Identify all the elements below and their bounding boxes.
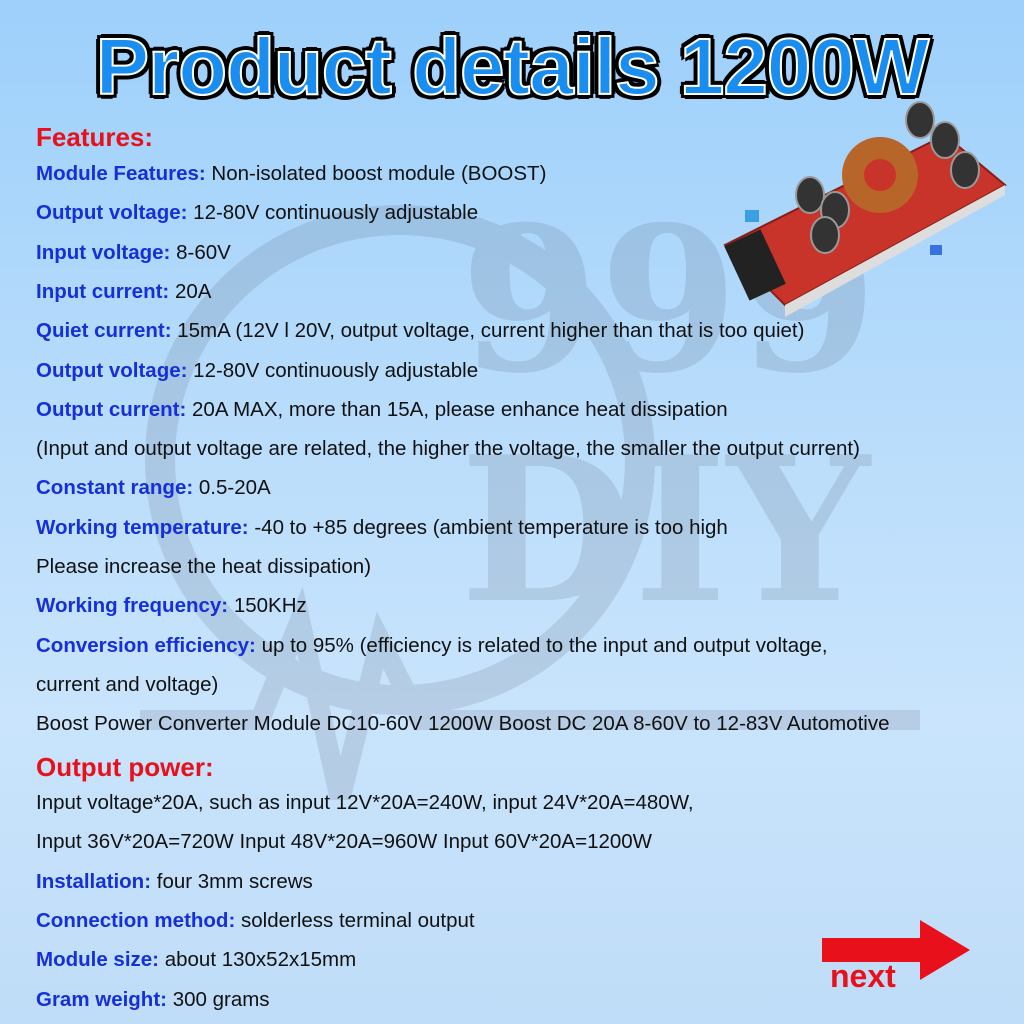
output-row: Gram weight: 300 grams bbox=[36, 988, 270, 1012]
row-label: Output current: bbox=[36, 397, 187, 421]
row-label: Output voltage: bbox=[36, 201, 188, 225]
features-row: Output voltage: 12-80V continuously adju… bbox=[36, 359, 478, 383]
features-row: Constant range: 0.5-20A bbox=[36, 476, 271, 500]
row-value: 0.5-20A bbox=[198, 476, 271, 500]
row-value: four 3mm screws bbox=[156, 869, 313, 893]
row-value: Boost Power Converter Module DC10-60V 12… bbox=[36, 712, 890, 736]
row-value: Non-isolated boost module (BOOST) bbox=[211, 162, 547, 185]
output-row: Input voltage*20A, such as input 12V*20A… bbox=[36, 791, 694, 815]
row-label: Input current: bbox=[36, 279, 170, 303]
next-arrow-icon[interactable] bbox=[820, 918, 972, 998]
row-value: Input 36V*20A=720W Input 48V*20A=960W In… bbox=[36, 830, 653, 854]
features-row: Output current: 20A MAX, more than 15A, … bbox=[36, 398, 728, 422]
features-heading: Features: bbox=[36, 122, 154, 152]
features-row: Boost Power Converter Module DC10-60V 12… bbox=[36, 712, 889, 736]
row-value: 20A MAX, more than 15A, please enhance h… bbox=[192, 397, 728, 421]
row-label: Working frequency: bbox=[36, 594, 229, 618]
output-row: Input 36V*20A=720W Input 48V*20A=960W In… bbox=[36, 830, 652, 854]
features-row: Working temperature: -40 to +85 degrees … bbox=[36, 516, 728, 540]
row-value: solderless terminal output bbox=[241, 908, 475, 932]
row-label: Module size: bbox=[36, 948, 160, 972]
next-button[interactable]: next bbox=[830, 958, 896, 994]
row-value: about 130x52x15mm bbox=[164, 948, 357, 972]
output-row: Installation: four 3mm screws bbox=[36, 870, 313, 894]
svg-text:DIY: DIY bbox=[460, 413, 872, 648]
row-value: 20A bbox=[174, 279, 212, 303]
row-label: Output voltage: bbox=[36, 358, 188, 382]
row-value: 12-80V continuously adjustable bbox=[193, 201, 479, 225]
row-label: Conversion efficiency: bbox=[36, 633, 256, 657]
row-value: current and voltage) bbox=[36, 672, 219, 696]
row-value: up to 95% (efficiency is related to the … bbox=[261, 633, 828, 657]
row-value: 8-60V bbox=[176, 240, 231, 264]
features-row: current and voltage) bbox=[36, 673, 218, 697]
features-row: Conversion efficiency: up to 95% (effici… bbox=[36, 634, 828, 658]
row-value: -40 to +85 degrees (ambient temperature … bbox=[254, 515, 728, 539]
product-image bbox=[723, 101, 1007, 317]
features-row: Module Features: Non-isolated boost modu… bbox=[36, 162, 546, 186]
features-row: Input current: 20A bbox=[36, 280, 211, 304]
row-value: Input voltage*20A, such as input 12V*20A… bbox=[36, 791, 694, 814]
features-row: Output voltage: 12-80V continuously adju… bbox=[36, 201, 478, 225]
row-value: 300 grams bbox=[172, 987, 270, 1011]
row-label: Connection method: bbox=[36, 908, 236, 932]
output-power-heading: Output power: bbox=[36, 752, 214, 782]
row-label: Input voltage: bbox=[36, 240, 171, 264]
row-value: 15mA (12V l 20V, output voltage, current… bbox=[177, 319, 805, 343]
features-row: Quiet current: 15mA (12V l 20V, output v… bbox=[36, 319, 804, 343]
row-value: 12-80V continuously adjustable bbox=[193, 358, 479, 382]
features-row: Please increase the heat dissipation) bbox=[36, 555, 371, 579]
row-value: (Input and output voltage are related, t… bbox=[36, 437, 860, 461]
output-row: Connection method: solderless terminal o… bbox=[36, 909, 475, 933]
row-label: Installation: bbox=[36, 869, 152, 893]
row-label: Constant range: bbox=[36, 476, 194, 500]
row-value: Please increase the heat dissipation) bbox=[36, 555, 372, 578]
row-value: 150KHz bbox=[233, 594, 307, 618]
features-row: Working frequency: 150KHz bbox=[36, 594, 307, 618]
row-label: Working temperature: bbox=[36, 515, 249, 539]
row-label: Quiet current: bbox=[36, 319, 172, 343]
output-row: Module size: about 130x52x15mm bbox=[36, 948, 356, 972]
features-row: (Input and output voltage are related, t… bbox=[36, 437, 860, 461]
watermark-logo: 999 DIY bbox=[140, 200, 920, 800]
row-label: Gram weight: bbox=[36, 987, 167, 1011]
row-label: Module Features: bbox=[36, 162, 206, 185]
page-title: Product details 1200W bbox=[95, 21, 931, 112]
features-row: Input voltage: 8-60V bbox=[36, 241, 231, 265]
